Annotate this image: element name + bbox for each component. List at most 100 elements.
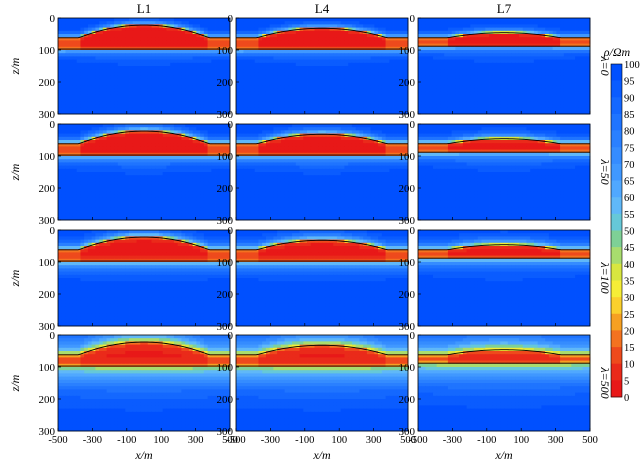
heat-cell <box>396 21 401 25</box>
heat-cell <box>447 91 453 96</box>
heat-cell <box>196 34 201 38</box>
heat-cell <box>363 94 368 99</box>
heat-cell <box>207 107 212 112</box>
heat-cell <box>485 98 490 102</box>
heat-cell <box>318 30 323 35</box>
heat-cell <box>129 21 134 25</box>
heat-cell <box>147 149 152 154</box>
heat-cell <box>363 59 368 64</box>
heat-cell <box>470 94 475 99</box>
heat-cell <box>344 94 349 99</box>
heat-cell <box>121 94 126 99</box>
heat-cell <box>95 162 100 166</box>
heat-cell <box>129 59 134 64</box>
heat-cell <box>99 104 104 108</box>
heat-cell <box>447 94 453 99</box>
heat-cell <box>181 34 186 38</box>
heat-cell <box>481 85 486 89</box>
heat-cell <box>284 24 289 28</box>
heat-cell <box>140 172 145 176</box>
heat-cell <box>144 98 149 102</box>
heat-cell <box>262 50 267 54</box>
heat-cell <box>106 40 111 44</box>
heat-cell <box>140 101 145 105</box>
heat-cell <box>69 88 74 92</box>
heat-cell <box>72 127 78 131</box>
heat-cell <box>333 21 338 25</box>
heat-cell <box>102 136 108 141</box>
heat-cell <box>451 94 456 99</box>
heat-cell <box>462 78 468 83</box>
heat-cell <box>181 88 186 92</box>
heat-cell <box>567 46 572 51</box>
heat-cell <box>215 34 220 38</box>
heat-cell <box>530 40 535 44</box>
heat-cell <box>239 53 244 57</box>
heat-cell <box>586 46 591 51</box>
heat-cell <box>526 40 531 44</box>
heat-cell <box>586 53 591 57</box>
heat-cell <box>140 69 145 73</box>
heat-cell <box>236 40 241 44</box>
heat-cell <box>351 110 357 115</box>
heat-cell <box>173 130 179 134</box>
heat-cell <box>582 78 587 83</box>
heat-cell <box>288 18 293 22</box>
heat-cell <box>459 21 464 25</box>
heat-cell <box>215 24 220 28</box>
heat-cell <box>58 72 63 76</box>
heat-cell <box>177 88 182 92</box>
heat-cell <box>185 159 190 163</box>
heat-cell <box>136 98 141 102</box>
heat-cell <box>151 24 156 28</box>
heat-cell <box>170 156 175 160</box>
heat-cell <box>76 66 81 70</box>
heat-cell <box>530 69 535 73</box>
heat-cell <box>586 34 591 38</box>
heat-cell <box>348 18 353 22</box>
heat-cell <box>575 85 580 89</box>
heat-cell <box>181 21 186 25</box>
heat-cell <box>533 98 539 102</box>
heat-cell <box>292 104 297 108</box>
heat-cell <box>95 62 100 67</box>
heat-cell <box>132 175 137 179</box>
heat-cell <box>378 53 383 57</box>
heat-cell <box>378 88 383 92</box>
panel-grid: 0100200300010020030001002003000100200300… <box>39 13 598 446</box>
heat-cell <box>340 85 345 89</box>
heat-cell <box>222 40 227 44</box>
heat-cell <box>348 72 353 76</box>
heat-cell <box>533 50 539 54</box>
heat-cell <box>533 104 539 108</box>
heat-cell <box>247 34 252 38</box>
heat-cell <box>185 82 190 86</box>
heat-cell <box>571 88 576 92</box>
heat-cell <box>102 43 108 48</box>
heat-cell <box>578 88 583 92</box>
heat-cell <box>117 18 122 22</box>
heat-cell <box>181 53 186 57</box>
heat-cell <box>340 56 345 60</box>
heat-cell <box>329 18 334 22</box>
heat-cell <box>91 178 96 182</box>
heat-cell <box>129 56 134 60</box>
heat-cell <box>556 27 561 32</box>
heat-cell <box>144 136 149 141</box>
heat-cell <box>310 94 315 99</box>
heat-cell <box>147 172 152 176</box>
heat-cell <box>500 72 505 76</box>
heat-cell <box>151 91 156 96</box>
heat-cell <box>144 66 149 70</box>
heat-cell <box>129 110 134 115</box>
heat-cell <box>250 34 256 38</box>
heat-cell <box>325 43 330 48</box>
heat-cell <box>132 59 137 64</box>
heat-cell <box>277 110 282 115</box>
heat-cell <box>333 59 338 64</box>
heat-cell <box>72 27 78 32</box>
heat-cell <box>552 98 557 102</box>
heat-cell <box>192 159 197 163</box>
heat-cell <box>215 21 220 25</box>
heat-cell <box>336 40 342 44</box>
